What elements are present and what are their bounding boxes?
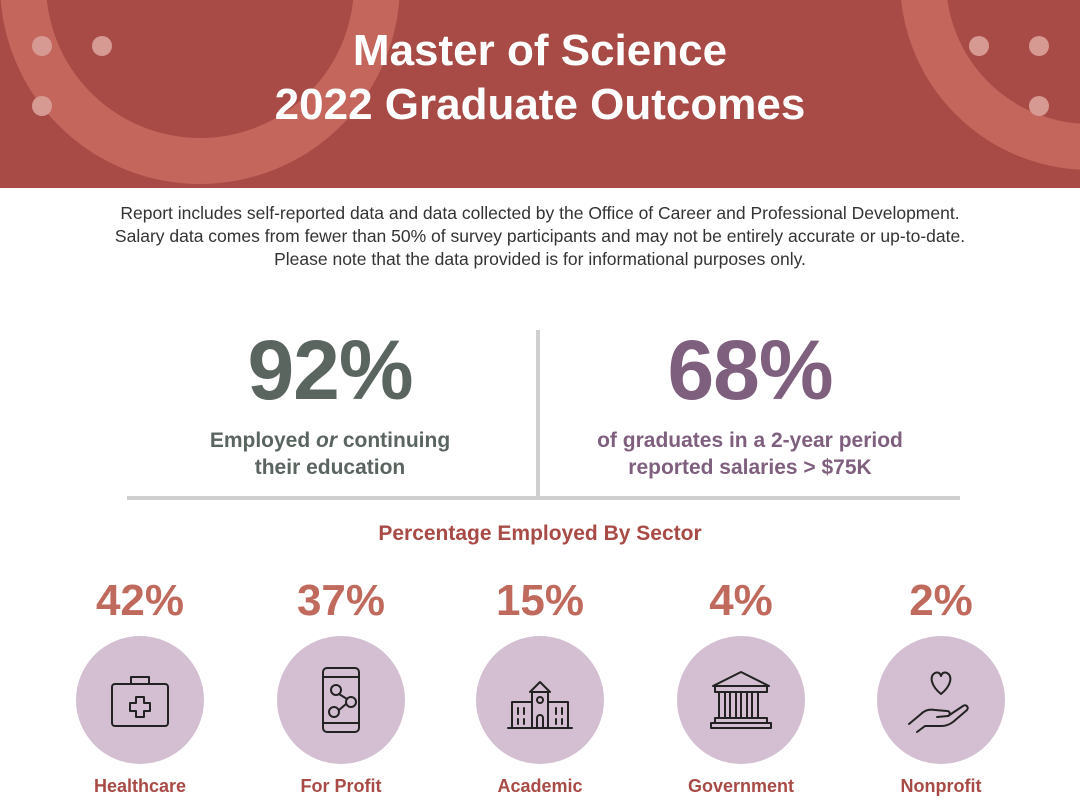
sector-percent: 2% [909,576,973,625]
heart-in-hand-icon [908,671,969,733]
decorative-dot [92,36,112,56]
sector-icon-circle [677,636,805,764]
salary-percent: 68% [667,323,833,417]
sector-icon-circle [476,636,604,764]
note-line: Salary data comes from fewer than 50% of… [114,226,966,246]
sector-name: Government [687,776,795,796]
mobile-network-icon [322,667,360,733]
sector-icon-circle [76,636,204,764]
employed-percent: 92% [247,323,413,417]
sector-item-government: 4% Government [646,575,836,805]
sector-name: For Profit [300,776,382,796]
government-building-icon [710,671,772,729]
salary-label-text: reported salaries > $75K [628,456,872,479]
sector-percent: 15% [495,576,585,625]
decorative-dot [32,96,52,116]
sector-item-nonprofit: 2% Nonprofit [846,575,1036,805]
sector-name: Academic [497,776,583,796]
sector-item-academic: 15% Academic [445,575,635,805]
note-line: Report includes self-reported data and d… [120,203,960,223]
page-title: Master of Science 2022 Graduate Outcomes [0,24,1080,132]
sector-percent: 42% [95,576,185,625]
title-line-2: 2022 Graduate Outcomes [274,80,806,129]
title-line-1: Master of Science [352,26,728,75]
sector-icon-circle [877,636,1005,764]
report-notes: Report includes self-reported data and d… [0,202,1080,271]
decorative-dot [32,36,52,56]
vertical-divider [536,330,540,496]
employed-label-text: their education [254,456,406,479]
decorative-dot [1029,96,1049,116]
decorative-dot [1029,36,1049,56]
medical-kit-icon [111,676,169,727]
decorative-dot [969,36,989,56]
sector-name: Nonprofit [900,776,982,796]
sector-item-healthcare: 42% Healthcare [45,575,235,805]
sector-section-title: Percentage Employed By Sector [378,522,702,545]
sector-name: Healthcare [93,776,187,796]
note-line: Please note that the data provided is fo… [274,249,806,269]
employed-label-text: continuing [337,429,451,452]
school-building-icon [507,681,573,729]
horizontal-divider [127,496,960,500]
salary-label: of graduates in a 2-year period reported… [540,427,960,481]
employed-label: Employed or continuing their education [120,427,540,481]
sector-percent: 4% [709,576,773,625]
salary-label-text: of graduates in a 2-year period [597,429,903,452]
employed-label-text: Employed [209,429,317,452]
employed-label-emphasis: or [316,429,338,452]
sector-item-for-profit: 37% For Profit [246,575,436,805]
sector-icon-circle [277,636,405,764]
header-banner: Master of Science 2022 Graduate Outcomes [0,0,1080,188]
sector-percent: 37% [296,576,386,625]
